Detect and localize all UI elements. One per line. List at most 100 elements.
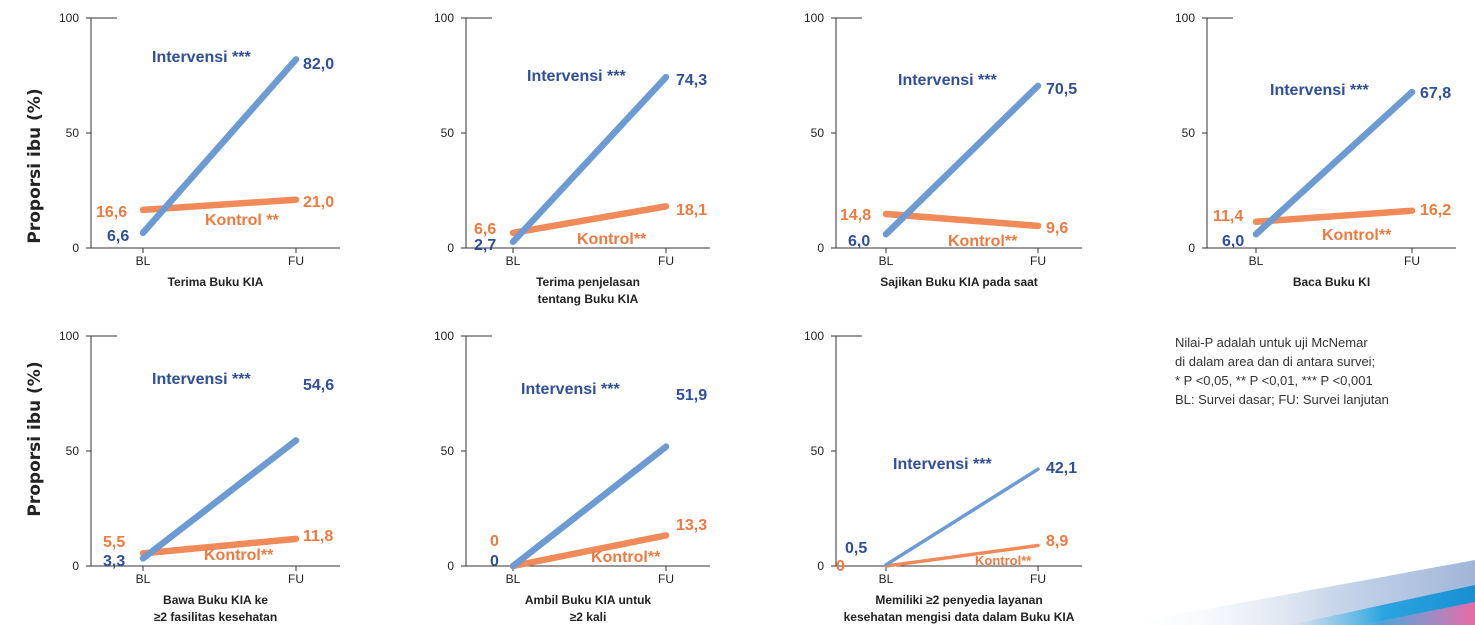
x-tick-label: BL [136, 572, 151, 586]
data-label-intervensi-fu: 82,0 [303, 56, 334, 73]
x-tick-label: BL [506, 572, 521, 586]
x-tick-label: FU [1404, 254, 1420, 268]
x-tick-label: FU [1030, 572, 1046, 586]
data-label-kontrol-bl: 6,6 [474, 221, 496, 238]
data-label-intervensi-fu: 51,9 [676, 387, 707, 404]
data-label-kontrol-bl: 14,8 [840, 207, 871, 224]
data-label-kontrol-bl: 0 [836, 558, 845, 575]
data-label-kontrol-bl: 11,4 [1213, 208, 1243, 225]
y-tick-label: 0 [447, 559, 454, 573]
series-name-intervensi: Intervensi *** [893, 456, 992, 473]
data-label-kontrol-bl: 16,6 [96, 204, 127, 221]
x-tick-label: FU [658, 572, 674, 586]
panel-title: Ambil Buku KIA untuk [525, 593, 652, 607]
note-line: Nilai-P adalah untuk uji McNemar [1175, 335, 1368, 350]
y-tick-label: 50 [811, 444, 825, 458]
panel-title: Sajikan Buku KIA pada saat [880, 275, 1038, 289]
data-label-kontrol-fu: 18,1 [676, 202, 707, 219]
series-line-kontrol [884, 543, 1040, 568]
series-name-kontrol: Kontrol** [591, 549, 661, 566]
y-tick-label: 0 [817, 559, 824, 573]
series-name-intervensi: Intervensi *** [521, 381, 620, 398]
series-line-kontrol [882, 210, 1042, 230]
data-label-kontrol-fu: 8,9 [1046, 533, 1068, 550]
y-tick-label: 50 [1182, 126, 1196, 140]
x-tick-label: BL [1249, 254, 1264, 268]
y-tick-label: 50 [811, 126, 825, 140]
y-tick-label: 100 [1175, 11, 1195, 25]
x-tick-label: FU [288, 254, 304, 268]
data-label-kontrol-fu: 21,0 [303, 194, 334, 211]
y-tick-label: 50 [441, 444, 455, 458]
y-tick-label: 100 [434, 11, 454, 25]
data-label-intervensi-bl: 2,7 [474, 237, 496, 254]
note-line: BL: Survei dasar; FU: Survei lanjutan [1175, 392, 1389, 407]
data-label-intervensi-fu: 67,8 [1420, 85, 1451, 102]
panel-title: ≥2 kali [570, 610, 607, 624]
y-tick-label: 100 [59, 329, 79, 343]
x-tick-label: BL [879, 572, 894, 586]
data-label-kontrol-fu: 9,6 [1046, 220, 1068, 237]
data-label-intervensi-fu: 42,1 [1046, 460, 1077, 477]
panel-title: Terima Buku KIA [168, 275, 264, 289]
series-name-kontrol: Kontrol ** [205, 212, 280, 229]
panel-title: Baca Buku KI [1293, 275, 1370, 289]
data-label-intervensi-fu: 74,3 [676, 72, 707, 89]
panel-title: kesehatan mengisi data dalam Buku KIA [844, 610, 1075, 624]
y-tick-label: 100 [59, 11, 79, 25]
p-value-note: Nilai-P adalah untuk uji McNemar di dala… [1175, 333, 1475, 409]
y-tick-label: 100 [804, 329, 824, 343]
panel-title: Terima penjelasan [536, 275, 640, 289]
x-tick-label: BL [506, 254, 521, 268]
y-tick-label: 0 [817, 241, 824, 255]
y-tick-label: 0 [447, 241, 454, 255]
series-line-kontrol [139, 535, 300, 557]
y-tick-label: 0 [72, 241, 79, 255]
series-line-intervensi [509, 73, 670, 246]
series-name-kontrol: Kontrol** [975, 553, 1032, 568]
data-label-kontrol-bl: 0 [490, 533, 499, 550]
data-label-intervensi-bl: 6,6 [107, 228, 129, 245]
panel-title: Memiliki ≥2 penyedia layanan [875, 593, 1042, 607]
data-label-kontrol-fu: 11,8 [303, 528, 333, 545]
note-line: di dalam area dan di antara survei; [1175, 354, 1376, 369]
series-name-kontrol: Kontrol** [577, 231, 647, 248]
x-tick-label: FU [288, 572, 304, 586]
panel-title: ≥2 fasilitas kesehatan [154, 610, 277, 624]
x-tick-label: BL [136, 254, 151, 268]
x-tick-label: FU [658, 254, 674, 268]
series-line-intervensi [1252, 88, 1416, 238]
data-label-intervensi-fu: 54,6 [303, 377, 334, 394]
y-tick-label: 100 [804, 11, 824, 25]
y-tick-label: 0 [1188, 241, 1195, 255]
y-tick-label: 100 [434, 329, 454, 343]
series-name-kontrol: Kontrol** [948, 233, 1018, 250]
x-tick-label: BL [879, 254, 894, 268]
data-label-intervensi-bl: 6,0 [848, 233, 870, 250]
series-name-intervensi: Intervensi *** [898, 72, 997, 89]
series-name-kontrol: Kontrol** [1322, 227, 1392, 244]
data-label-intervensi-bl: 0 [490, 553, 499, 570]
series-line-kontrol [509, 203, 670, 237]
data-label-intervensi-bl: 3,3 [103, 553, 125, 570]
series-name-intervensi: Intervensi *** [527, 68, 626, 85]
data-label-intervensi-bl: 0,5 [845, 540, 867, 557]
ribbon-pink [1360, 602, 1475, 625]
data-label-intervensi-fu: 70,5 [1046, 81, 1077, 98]
series-line-intervensi [139, 437, 300, 562]
data-label-kontrol-fu: 16,2 [1420, 202, 1451, 219]
series-line-intervensi [139, 56, 300, 237]
series-line-intervensi [882, 82, 1042, 238]
x-tick-label: FU [1030, 254, 1046, 268]
y-tick-label: 0 [72, 559, 79, 573]
series-name-intervensi: Intervensi *** [1270, 82, 1369, 99]
data-label-kontrol-fu: 13,3 [676, 517, 707, 534]
series-name-intervensi: Intervensi *** [152, 371, 251, 388]
y-tick-label: 50 [66, 444, 80, 458]
series-line-intervensi [509, 443, 670, 570]
y-tick-label: 50 [66, 126, 80, 140]
note-line: * P <0,05, ** P <0,01, *** P <0,001 [1175, 373, 1373, 388]
panel-title: Bawa Buku KIA ke [163, 593, 268, 607]
